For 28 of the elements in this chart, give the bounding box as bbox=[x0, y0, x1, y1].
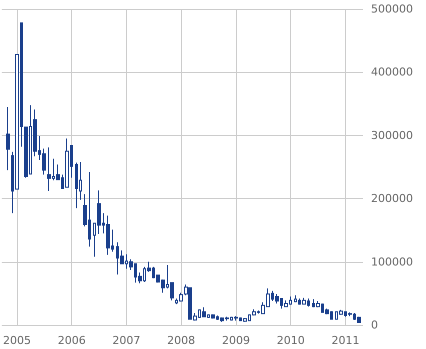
candlestick bbox=[302, 297, 306, 305]
x-tick-label: 2005 bbox=[2, 334, 31, 347]
y-tick-label: 100000 bbox=[371, 255, 413, 268]
candlestick bbox=[211, 314, 215, 320]
candlestick bbox=[202, 306, 206, 318]
candlestick bbox=[284, 300, 288, 308]
candlestick bbox=[106, 215, 110, 256]
candlestick bbox=[348, 312, 352, 317]
y-tick-label: 200000 bbox=[371, 192, 413, 206]
candlestick bbox=[275, 294, 279, 304]
x-tick-label: 2010 bbox=[276, 334, 305, 347]
y-tick-label: 0 bbox=[371, 318, 378, 332]
x-tick-label: 2009 bbox=[222, 334, 250, 347]
x-tick-label: 2008 bbox=[167, 334, 196, 347]
x-tick-label: 2011 bbox=[331, 334, 360, 347]
candlestick bbox=[75, 162, 78, 209]
x-tick-label: 2006 bbox=[58, 334, 86, 347]
candlestick bbox=[47, 146, 51, 192]
candlestick bbox=[294, 294, 297, 303]
y-tick-label: 500000 bbox=[371, 2, 413, 16]
y-tick-label: 300000 bbox=[371, 128, 413, 142]
candlestick bbox=[243, 318, 247, 322]
candlestick bbox=[65, 138, 69, 188]
y-tick-label: 400000 bbox=[371, 66, 413, 79]
x-tick-label: 2007 bbox=[112, 334, 140, 347]
candlestick bbox=[357, 316, 361, 323]
candlestick bbox=[6, 106, 10, 171]
candlestick bbox=[234, 316, 238, 322]
